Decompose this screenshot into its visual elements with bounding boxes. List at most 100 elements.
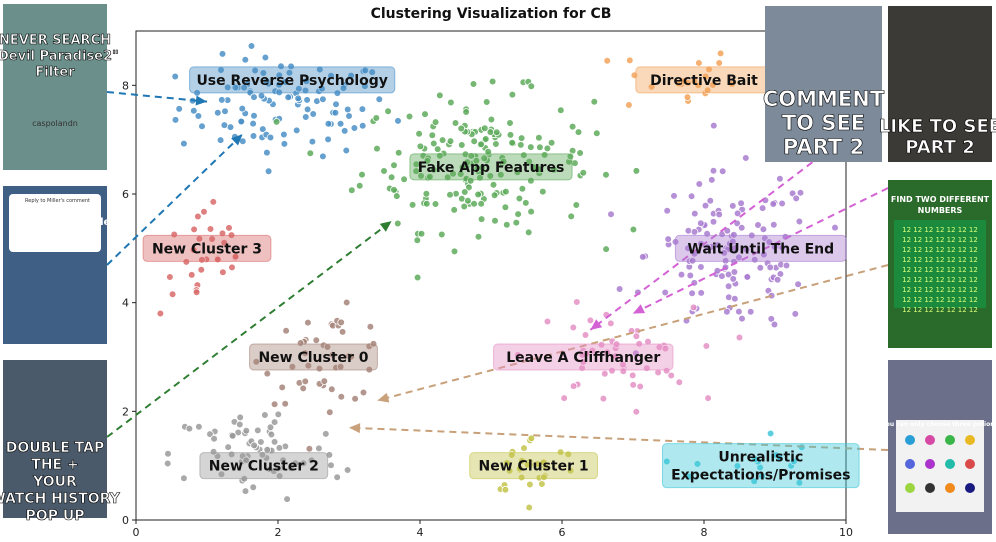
arrow-head [377, 392, 390, 403]
data-point [516, 464, 524, 473]
thumb-never-search: NEVER SEARCH"Devil Paradise2"Filter caspo… [0, 4, 119, 170]
thumbnail-text: WATCH HISTORY [0, 491, 121, 507]
annotation-arrow [106, 91, 208, 103]
cluster-label: Leave A Cliffhanger [493, 343, 674, 371]
data-point [384, 107, 392, 116]
data-point [606, 319, 615, 328]
data-point [628, 371, 637, 380]
data-point [687, 192, 696, 201]
data-point [470, 200, 478, 208]
number-grid-row: 12 12 12 12 12 12 12 [902, 246, 978, 254]
data-point [263, 148, 271, 157]
data-point [629, 225, 638, 234]
data-point [644, 337, 652, 346]
thumbnail-background [3, 360, 107, 518]
data-point [318, 84, 326, 93]
data-point [683, 93, 692, 101]
data-point [321, 430, 330, 438]
data-point [693, 460, 702, 468]
data-point [512, 218, 521, 227]
data-point [447, 98, 455, 107]
data-point [301, 377, 310, 386]
data-point [168, 290, 177, 299]
data-point [703, 86, 712, 95]
data-point [638, 253, 647, 261]
data-point [738, 314, 746, 323]
data-point [394, 149, 403, 157]
data-point [375, 95, 384, 103]
thumbnail-text: THE + [31, 457, 78, 473]
thumbnail-text: PART 2 [905, 137, 975, 158]
data-point [625, 101, 633, 109]
data-point [337, 318, 346, 327]
data-point [735, 333, 744, 342]
data-point [794, 280, 802, 289]
data-point [218, 96, 226, 104]
data-point [527, 82, 536, 91]
data-point [521, 199, 530, 207]
data-point [482, 98, 491, 106]
data-point [514, 210, 522, 218]
data-point [723, 307, 731, 316]
data-point [405, 112, 414, 121]
data-point [368, 68, 377, 76]
data-point [688, 289, 696, 298]
data-point [274, 410, 283, 419]
data-point [358, 105, 367, 113]
data-point [746, 307, 755, 316]
data-point [535, 133, 543, 142]
data-point [261, 411, 269, 419]
data-point [505, 466, 514, 475]
data-point [735, 253, 743, 262]
data-point [615, 285, 624, 293]
data-point [257, 92, 266, 100]
data-point [394, 117, 402, 125]
data-point [737, 199, 745, 208]
data-point [328, 350, 337, 359]
data-point [735, 307, 743, 316]
data-point [429, 139, 438, 148]
cluster-label: Fake App Features [409, 153, 573, 181]
data-point [240, 83, 248, 92]
data-point [775, 453, 784, 461]
data-point [513, 168, 522, 177]
data-point [327, 385, 336, 394]
data-point [769, 200, 777, 208]
data-point [358, 170, 366, 179]
data-point [489, 180, 498, 189]
number-grid [894, 220, 986, 308]
data-point [688, 256, 697, 265]
data-point [241, 487, 250, 495]
data-point [790, 457, 798, 466]
data-point [560, 394, 568, 402]
data-point [221, 107, 229, 115]
data-point [279, 456, 287, 465]
data-point [422, 189, 431, 198]
data-point [320, 377, 329, 385]
data-point [480, 124, 489, 133]
data-point [611, 352, 620, 360]
data-point [339, 84, 348, 92]
data-point [303, 96, 311, 104]
data-point [262, 77, 271, 85]
data-point [477, 140, 485, 149]
data-point [685, 472, 694, 481]
data-point [458, 163, 467, 172]
data-point [460, 188, 469, 196]
data-point [224, 443, 233, 451]
potion-icon [925, 483, 935, 493]
data-point [304, 361, 313, 370]
data-point [831, 223, 839, 232]
data-point [343, 105, 352, 114]
data-point [242, 426, 251, 435]
x-tick-label: 4 [417, 526, 424, 539]
data-point [709, 81, 717, 89]
data-point [539, 458, 548, 467]
thumbnail-text: COMMENT [763, 87, 885, 111]
data-point [390, 186, 398, 194]
cluster-label: Unrealistic Expectations/Promises [662, 443, 860, 489]
data-point [190, 225, 198, 234]
data-point [730, 268, 739, 276]
data-point [220, 121, 229, 129]
data-point [451, 119, 460, 127]
